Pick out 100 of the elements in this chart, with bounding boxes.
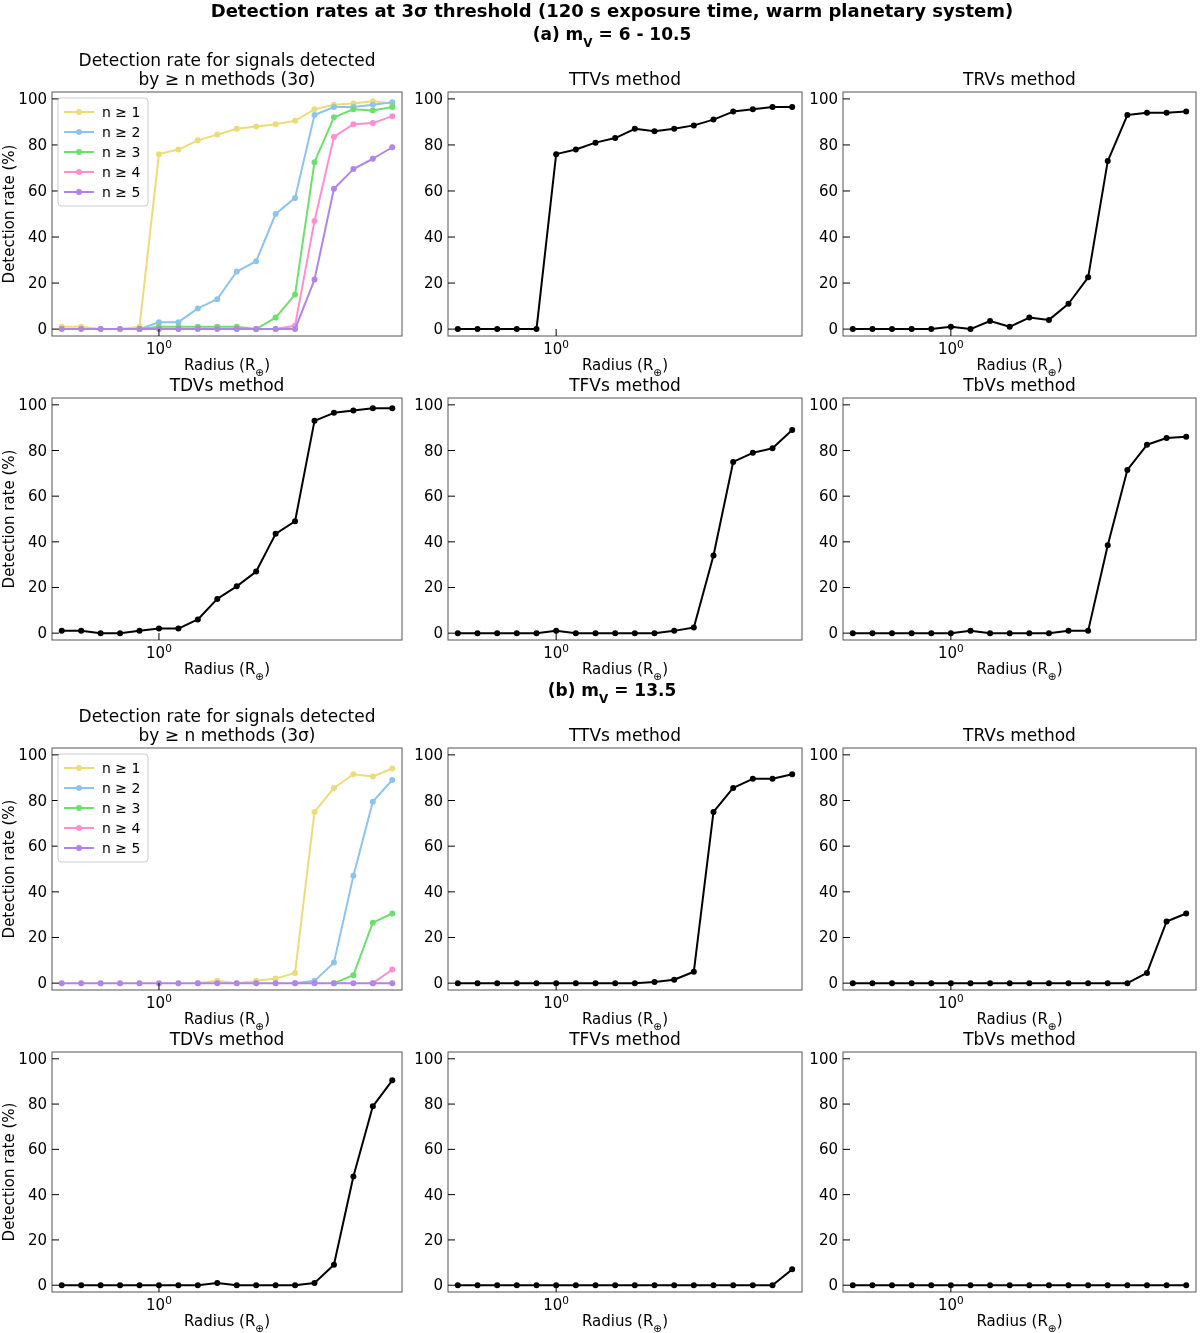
y-tick-label: 100	[809, 89, 838, 108]
chart-title: TbVs method	[962, 375, 1076, 395]
y-tick-label: 60	[27, 487, 47, 506]
x-tick-label: 10$^{0}$	[543, 642, 570, 662]
x-axis-title: Radius (R$_{⊕}$)	[581, 1010, 669, 1032]
y-tick-label: 80	[423, 1095, 443, 1114]
x-tick-label: 10$^{0}$	[937, 642, 964, 662]
y-tick-label: 100	[809, 1049, 838, 1068]
legend-label: n ≥ 1	[102, 104, 141, 120]
y-tick-label: 40	[423, 1185, 443, 1204]
x-axis-title: Radius (R$_{⊕}$)	[183, 1312, 271, 1333]
y-tick-label: 40	[27, 882, 47, 901]
y-tick-label: 0	[37, 1276, 47, 1295]
chart-title: TTVs method	[567, 69, 682, 89]
y-tick-label: 100	[414, 745, 443, 764]
x-tick-label: 10$^{0}$	[146, 1294, 172, 1314]
y-tick-label: 100	[18, 89, 47, 108]
y-tick-label: 0	[828, 1276, 838, 1295]
y-tick-label: 20	[423, 928, 443, 947]
y-axis-title: Detection rate (%)	[0, 799, 18, 939]
y-tick-label: 100	[809, 395, 838, 414]
y-tick-label: 0	[828, 974, 838, 993]
x-axis-title: Radius (R$_{⊕}$)	[976, 1010, 1063, 1032]
y-tick-label: 100	[414, 395, 443, 414]
x-axis-title: Radius (R$_{⊕}$)	[183, 356, 271, 378]
y-tick-label: 20	[27, 928, 47, 947]
text: Detection rates at 3σ threshold (120 s exposure time, warm planetary system)	[210, 0, 1014, 21]
y-tick-label: 40	[423, 532, 443, 551]
y-tick-label: 60	[423, 487, 443, 506]
y-tick-label: 100	[414, 89, 443, 108]
y-axis-title: Detection rate (%)	[0, 449, 18, 589]
y-tick-label: 40	[818, 882, 838, 901]
legend-label: n ≥ 4	[102, 820, 141, 836]
x-tick-label: 10$^{0}$	[146, 642, 172, 662]
y-tick-label: 80	[818, 1095, 838, 1114]
legend-label: n ≥ 5	[102, 184, 141, 200]
x-tick-label: 10$^{0}$	[543, 992, 570, 1012]
y-tick-label: 60	[27, 1140, 47, 1159]
x-tick-label: 10$^{0}$	[543, 338, 570, 358]
text: (a) m$_{V}$ = 6 - 10.5	[532, 24, 692, 50]
y-tick-label: 0	[433, 624, 443, 643]
y-axis-title: Detection rate (%)	[0, 1102, 18, 1242]
x-axis-title: Radius (R$_{⊕}$)	[976, 356, 1063, 378]
y-tick-label: 20	[27, 1230, 47, 1249]
y-tick-label: 0	[37, 624, 47, 643]
y-tick-label: 100	[414, 1049, 443, 1068]
y-tick-label: 20	[423, 578, 443, 597]
y-tick-label: 60	[818, 837, 838, 856]
y-tick-label: 60	[423, 181, 443, 200]
y-tick-label: 20	[818, 578, 838, 597]
y-tick-label: 40	[423, 228, 443, 247]
y-tick-label: 0	[433, 320, 443, 339]
y-tick-label: 40	[818, 1185, 838, 1204]
y-tick-label: 20	[27, 578, 47, 597]
x-axis-title: Radius (R$_{⊕}$)	[581, 1312, 669, 1333]
y-tick-label: 60	[27, 181, 47, 200]
y-tick-label: 60	[818, 487, 838, 506]
chart-title: Detection rate for signals detected by ≥ n methods (3σ)	[78, 706, 376, 745]
y-tick-label: 0	[37, 320, 47, 339]
chart-title: TTVs method	[567, 725, 682, 745]
y-tick-label: 0	[828, 320, 838, 339]
y-tick-label: 40	[818, 228, 838, 247]
legend-label: n ≥ 1	[102, 760, 141, 776]
y-tick-label: 80	[818, 791, 838, 810]
y-tick-label: 100	[809, 745, 838, 764]
x-tick-label: 10$^{0}$	[937, 338, 964, 358]
y-tick-label: 0	[828, 624, 838, 643]
legend-label: n ≥ 2	[102, 124, 141, 140]
chart-title: TFVs method	[568, 1029, 681, 1049]
x-tick-label: 10$^{0}$	[146, 992, 172, 1012]
y-tick-label: 80	[27, 1095, 47, 1114]
y-tick-label: 80	[27, 791, 47, 810]
y-tick-label: 80	[818, 441, 838, 460]
legend-label: n ≥ 3	[102, 144, 141, 160]
y-tick-label: 80	[423, 791, 443, 810]
chart-title: Detection rate for signals detected by ≥ n methods (3σ)	[78, 50, 376, 89]
chart-title: TRVs method	[962, 725, 1076, 745]
x-axis-title: Radius (R$_{⊕}$)	[183, 1010, 271, 1032]
y-tick-label: 20	[423, 274, 443, 293]
y-tick-label: 40	[27, 228, 47, 247]
y-tick-label: 100	[18, 395, 47, 414]
x-axis-title: Radius (R$_{⊕}$)	[581, 660, 669, 682]
y-axis-title: Detection rate (%)	[0, 144, 18, 284]
x-axis-title: Radius (R$_{⊕}$)	[976, 660, 1063, 682]
y-tick-label: 40	[818, 532, 838, 551]
y-tick-label: 60	[423, 837, 443, 856]
legend-label: n ≥ 5	[102, 840, 141, 856]
y-tick-label: 20	[27, 274, 47, 293]
x-axis-title: Radius (R$_{⊕}$)	[581, 356, 669, 378]
y-tick-label: 20	[818, 928, 838, 947]
y-tick-label: 80	[423, 135, 443, 154]
y-tick-label: 80	[27, 135, 47, 154]
y-tick-label: 0	[433, 974, 443, 993]
chart-title: TDVs method	[168, 375, 285, 395]
legend-label: n ≥ 4	[102, 164, 141, 180]
y-tick-label: 20	[818, 1230, 838, 1249]
y-tick-label: 0	[433, 1276, 443, 1295]
x-tick-label: 10$^{0}$	[146, 338, 172, 358]
y-tick-label: 40	[27, 532, 47, 551]
x-tick-label: 10$^{0}$	[937, 992, 964, 1012]
